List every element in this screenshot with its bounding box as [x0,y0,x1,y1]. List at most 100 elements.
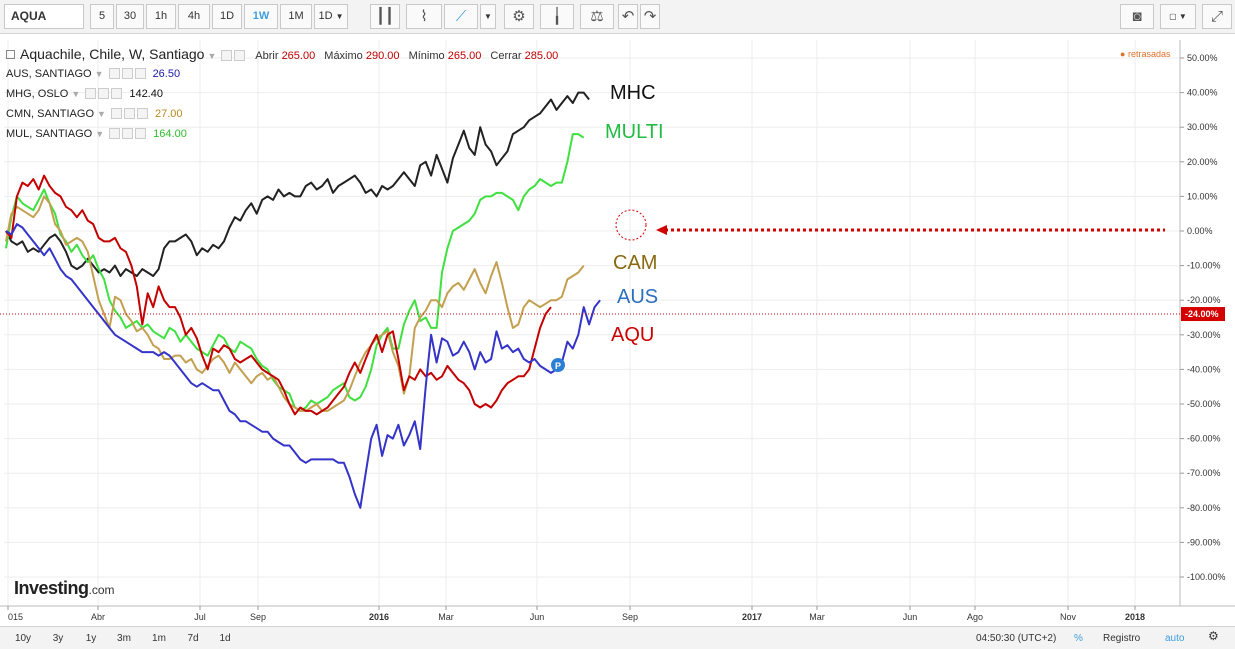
chart-style-dropdown-icon[interactable]: ▢ ▼ [1160,4,1196,29]
y-tick-label: -40.00% [1187,364,1221,374]
interval-1m-button[interactable]: 1M [280,4,312,29]
annotation-aus: AUS [617,286,658,308]
indicators-icon[interactable]: ╽ [540,4,574,29]
y-tick-label: -10.00% [1187,261,1221,271]
legend-row-mhg[interactable]: MHG, OSLO ▼ 142.40 [6,84,564,104]
settings-mini-icon[interactable] [123,108,135,119]
legend-row-mul[interactable]: MUL, SANTIAGO ▼ 164.00 [6,124,564,144]
y-tick-label: 40.00% [1187,88,1218,98]
range-1y-button[interactable]: 1y [85,633,97,644]
close-icon[interactable] [111,88,123,99]
ohlc-readout: Abrir 265.00 Máximo 290.00 Mínimo 265.00… [255,50,564,62]
percent-scale-toggle[interactable]: % [1074,633,1083,644]
legend-series-name: CMN, SANTIAGO [6,108,95,120]
y-tick-label: -70.00% [1187,468,1221,478]
range-1m-button[interactable]: 1m [152,633,166,644]
legend-series-name: MUL, SANTIAGO [6,128,93,140]
y-tick-label: 50.00% [1187,53,1218,63]
legend-series-value: 142.40 [129,88,163,100]
main-series-legend: Aquachile, Chile, W, Santiago ▼ Abrir 265… [6,44,564,64]
low-label: Mínimo [408,50,445,62]
y-tick-label: 20.00% [1187,157,1218,167]
range-10y-button[interactable]: 10y [14,633,32,644]
close-icon[interactable] [135,128,147,139]
open-label: Abrir [255,50,279,62]
symbol-input[interactable]: AQUA [4,4,84,29]
settings-mini-icon[interactable] [122,128,134,139]
arrow-left-icon [656,225,667,235]
chevron-down-icon[interactable]: ▼ [95,129,105,139]
chevron-down-icon[interactable]: ▼ [207,51,217,61]
legend-series-value: 26.50 [152,68,181,80]
x-tick-label: Jul [194,612,206,622]
x-tick-label: Jun [903,612,918,622]
x-tick-label: Ago [967,612,983,622]
legend-series-value: 27.00 [155,108,183,120]
highlight-circle [615,209,647,241]
legend-row-aus[interactable]: AUS, SANTIAGO ▼ 26.50 [6,64,564,84]
x-tick-label: Mar [438,612,454,622]
interval-4h-button[interactable]: 4h [178,4,210,29]
x-tick-label: Mar [809,612,825,622]
collapse-square-icon[interactable] [6,50,15,59]
dividend-marker[interactable] [551,358,565,372]
range-3m-button[interactable]: 3m [117,633,131,644]
legend-row-cmn[interactable]: CMN, SANTIAGO ▼ 27.00 [6,104,564,124]
range-7d-button[interactable]: 7d [187,633,199,644]
close-icon[interactable] [134,68,146,79]
chevron-down-icon[interactable]: ▼ [97,109,106,119]
high-label: Máximo [324,50,363,62]
interval-dropdown-button[interactable]: 1D ▼ [314,4,348,29]
interval-1d-button[interactable]: 1D [212,4,242,29]
interval-30-button[interactable]: 30 [116,4,144,29]
y-tick-label: -20.00% [1187,295,1221,305]
x-tick-label: Nov [1060,612,1077,622]
settings-mini-icon[interactable] [109,128,121,139]
interval-1w-button[interactable]: 1W [244,4,278,29]
annotation-aqu: AQU [611,324,654,346]
fullscreen-icon[interactable]: ⤢ [1202,4,1232,29]
candlestick-icon[interactable]: ┃┃ [370,4,400,29]
settings-mini-icon[interactable] [121,68,133,79]
settings-mini-icon[interactable] [234,50,246,61]
line-chart-type-icon[interactable]: ⟋ [444,4,478,29]
undo-icon[interactable]: ↶ [618,4,638,29]
settings-mini-icon[interactable] [108,68,120,79]
chart-grid [4,40,1180,606]
delayed-badge-label: retrasadas [1127,49,1171,59]
logo-brand: Investing [14,578,89,598]
bar-chart-type-icon[interactable]: ⌇ [406,4,442,29]
legend: Aquachile, Chile, W, Santiago ▼ Abrir 265… [6,44,564,144]
interval-5-button[interactable]: 5 [90,4,114,29]
range-1d-button[interactable]: 1d [219,633,231,644]
legend-series-name: AUS, SANTIAGO [6,68,92,80]
bottom-bar: 10y 3y 1y 3m 1m 7d 1d 04:50:30 (UTC+2) %… [0,626,1235,649]
delayed-badge: ● retrasadas [1120,49,1170,59]
settings-mini-icon[interactable] [98,88,110,99]
settings-mini-icon[interactable] [110,108,122,119]
gear-icon[interactable]: ⚙ [1208,629,1219,643]
x-tick-label: Abr [91,612,105,622]
auto-scale-toggle[interactable]: auto [1165,633,1185,644]
main-series-title: Aquachile, Chile, W, Santiago [20,46,205,62]
gear-icon[interactable]: ⚙ [504,4,534,29]
clock: 04:50:30 (UTC+2) [976,633,1057,644]
compare-scale-icon[interactable]: ⚖ [580,4,614,29]
log-scale-toggle[interactable]: Registro [1103,633,1141,644]
chevron-down-icon[interactable]: ▼ [71,89,81,99]
chevron-down-icon[interactable]: ▼ [94,69,104,79]
chart-type-dropdown-icon[interactable]: ▼ [480,4,496,29]
y-tick-label: -60.00% [1187,434,1221,444]
interval-1h-button[interactable]: 1h [146,4,176,29]
settings-mini-icon[interactable] [221,50,233,61]
chart-svg: 50.00% 40.00% 30.00% 20.00% 10.00% 0.00% -10.0… [0,40,1235,622]
camera-icon[interactable]: ◙ [1120,4,1154,29]
range-3y-button[interactable]: 3y [52,633,64,644]
high-value: 290.00 [365,50,400,62]
settings-mini-icon[interactable] [85,88,97,99]
chart-toolbar: AQUA 5 30 1h 4h 1D 1W 1M 1D ▼ ┃┃ ⌇ ⟋ ▼ ⚙… [0,0,1235,34]
series-lines [5,91,601,509]
redo-icon[interactable]: ↷ [640,4,660,29]
close-icon[interactable] [136,108,148,119]
x-tick-label: Sep [622,612,638,622]
